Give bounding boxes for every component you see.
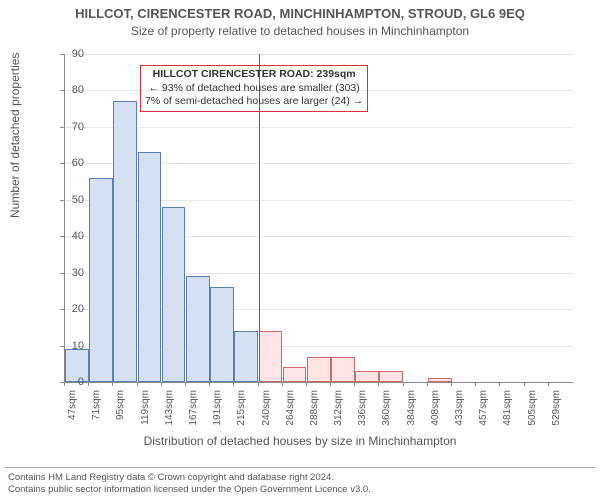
histogram-bar [428, 378, 452, 382]
histogram-bar [283, 367, 307, 382]
ytick-label: 0 [56, 376, 84, 388]
xtick-label: 408sqm [430, 390, 441, 426]
xtick-mark [282, 382, 283, 386]
histogram-bar [331, 357, 355, 383]
histogram-bar [162, 207, 186, 382]
ytick-label: 80 [56, 84, 84, 96]
histogram-bar [259, 331, 283, 382]
xtick-label: 95sqm [115, 390, 126, 420]
xtick-mark [185, 382, 186, 386]
ytick-label: 20 [56, 303, 84, 315]
xtick-mark [548, 382, 549, 386]
histogram-bar [210, 287, 234, 382]
xtick-mark [209, 382, 210, 386]
xtick-label: 240sqm [261, 390, 272, 426]
ytick-label: 30 [56, 267, 84, 279]
xtick-label: 384sqm [406, 390, 417, 426]
page-title: HILLCOT, CIRENCESTER ROAD, MINCHINHAMPTO… [0, 6, 600, 21]
histogram-bar [89, 178, 113, 382]
page-subtitle: Size of property relative to detached ho… [0, 24, 600, 38]
xtick-mark [378, 382, 379, 386]
xtick-label: 481sqm [502, 390, 513, 426]
xtick-label: 360sqm [381, 390, 392, 426]
xtick-label: 119sqm [140, 390, 151, 425]
xtick-label: 167sqm [188, 390, 199, 426]
xtick-mark [427, 382, 428, 386]
xtick-label: 47sqm [67, 390, 78, 420]
histogram-bar [234, 331, 258, 382]
xtick-mark [88, 382, 89, 386]
xtick-mark [354, 382, 355, 386]
xtick-mark [524, 382, 525, 386]
ytick-label: 60 [56, 157, 84, 169]
footer-line1: Contains HM Land Registry data © Crown c… [8, 472, 371, 484]
gridline [65, 127, 573, 128]
footer-divider [4, 467, 596, 468]
ytick-label: 50 [56, 194, 84, 206]
xtick-mark [330, 382, 331, 386]
xtick-label: 457sqm [478, 390, 489, 426]
xtick-mark [64, 382, 65, 386]
xtick-label: 529sqm [551, 390, 562, 426]
histogram-bar [113, 101, 137, 382]
xtick-mark [161, 382, 162, 386]
xtick-label: 433sqm [454, 390, 465, 426]
ytick-label: 40 [56, 230, 84, 242]
xtick-label: 288sqm [309, 390, 320, 426]
xtick-mark [258, 382, 259, 386]
xtick-label: 143sqm [164, 390, 175, 426]
xtick-label: 215sqm [236, 390, 247, 426]
xtick-mark [451, 382, 452, 386]
xtick-label: 505sqm [527, 390, 538, 426]
annotation-heading: HILLCOT CIRENCESTER ROAD: 239sqm [145, 68, 363, 82]
annotation-box: HILLCOT CIRENCESTER ROAD: 239sqm← 93% of… [140, 65, 368, 112]
xtick-label: 71sqm [91, 390, 102, 420]
xtick-mark [499, 382, 500, 386]
histogram-chart: HILLCOT CIRENCESTER ROAD: 239sqm← 93% of… [64, 54, 573, 383]
histogram-bar [379, 371, 403, 382]
annotation-line2: 7% of semi-detached houses are larger (2… [145, 95, 363, 109]
xtick-label: 264sqm [285, 390, 296, 426]
xtick-label: 191sqm [212, 390, 223, 426]
ytick-label: 70 [56, 121, 84, 133]
histogram-bar [355, 371, 379, 382]
footer-attribution: Contains HM Land Registry data © Crown c… [8, 472, 371, 496]
footer-line2: Contains public sector information licen… [8, 484, 371, 496]
xtick-mark [403, 382, 404, 386]
xtick-mark [233, 382, 234, 386]
xtick-mark [112, 382, 113, 386]
ytick-label: 10 [56, 340, 84, 352]
xtick-mark [137, 382, 138, 386]
histogram-bar [138, 152, 162, 382]
xtick-mark [306, 382, 307, 386]
y-axis-label: Number of detached properties [8, 53, 22, 218]
ytick-label: 90 [56, 48, 84, 60]
xtick-label: 312sqm [333, 390, 344, 426]
gridline [65, 54, 573, 55]
annotation-line1: ← 93% of detached houses are smaller (30… [145, 82, 363, 96]
histogram-bar [307, 357, 331, 383]
xtick-mark [475, 382, 476, 386]
histogram-bar [186, 276, 210, 382]
xtick-label: 336sqm [357, 390, 368, 426]
x-axis-label: Distribution of detached houses by size … [0, 434, 600, 448]
